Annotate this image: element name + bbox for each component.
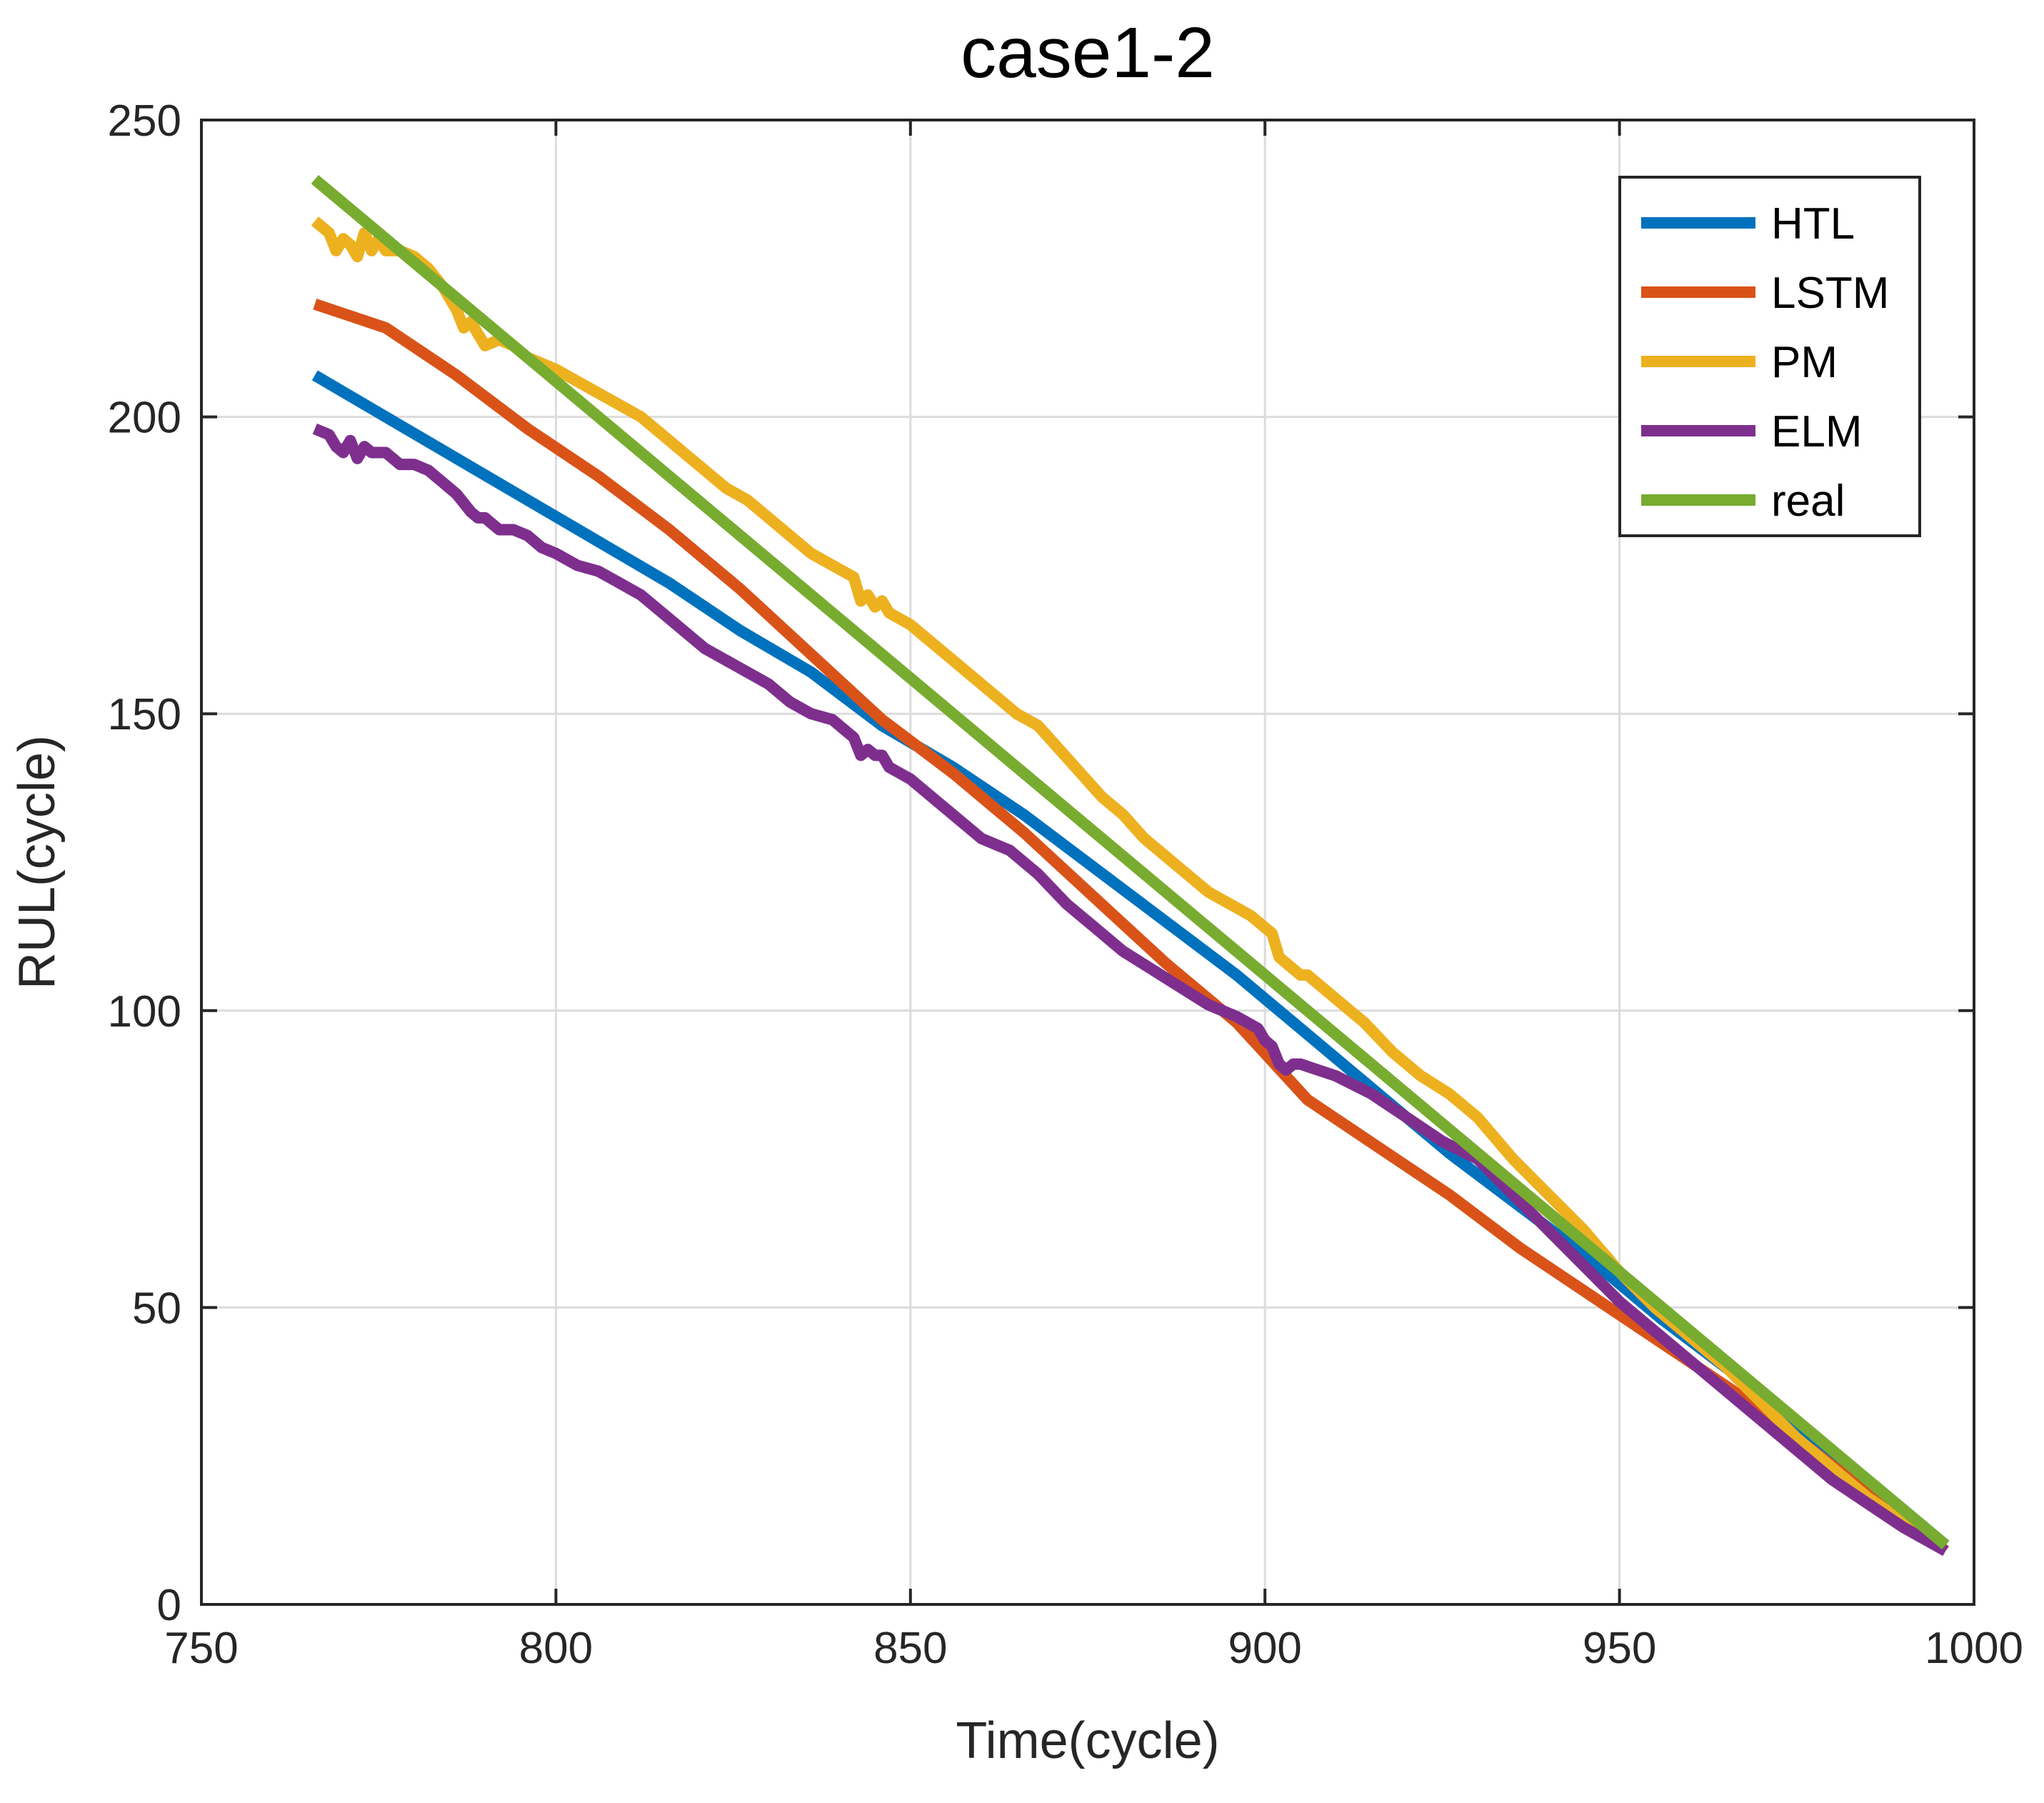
x-tick-label: 850 (873, 1624, 947, 1673)
y-axis-label: RUL(cycle) (9, 735, 66, 989)
axes-frame (200, 119, 1975, 1606)
x-tick-label: 900 (1228, 1624, 1301, 1673)
y-tick-label: 200 (108, 394, 181, 443)
series-line-elm (312, 423, 1949, 1557)
x-tick-label: 950 (1583, 1624, 1656, 1673)
axis-ticks (200, 119, 1975, 1606)
legend-label-lstm: LSTM (1771, 269, 1889, 318)
x-tick-label: 750 (164, 1624, 238, 1673)
legend-label-pm: PM (1771, 338, 1838, 387)
y-tick-label: 100 (108, 987, 181, 1037)
series-line-real (311, 174, 1950, 1550)
series-line-pm (311, 216, 1949, 1550)
legend-label-real: real (1771, 476, 1845, 526)
x-tick-label: 1000 (1925, 1624, 2023, 1673)
y-tick-label: 250 (108, 96, 181, 146)
series-lines (311, 174, 1950, 1557)
legend-label-htl: HTL (1771, 199, 1855, 249)
x-axis-label: Time(cycle) (956, 1712, 1219, 1769)
y-tick-label: 0 (157, 1581, 181, 1630)
legend-label-elm: ELM (1771, 407, 1862, 456)
x-tick-label: 800 (519, 1624, 593, 1673)
y-tick-label: 50 (132, 1284, 181, 1333)
tick-labels: 750 800 850 900 950 1000 0 50 100 150 200 250 (108, 96, 2023, 1673)
chart-title: case1-2 (961, 13, 1215, 93)
y-tick-label: 150 (108, 690, 181, 739)
legend: HTL LSTM PM ELM real (1618, 176, 1921, 537)
